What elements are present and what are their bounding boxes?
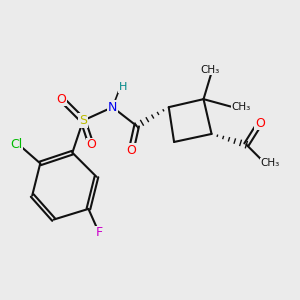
Text: O: O: [255, 117, 265, 130]
Text: S: S: [79, 114, 87, 127]
Text: N: N: [108, 101, 117, 114]
Text: CH₃: CH₃: [231, 102, 250, 112]
Text: F: F: [96, 226, 103, 239]
Text: O: O: [57, 93, 67, 106]
Text: H: H: [119, 82, 128, 92]
Text: O: O: [126, 143, 136, 157]
Text: Cl: Cl: [10, 138, 22, 151]
Text: CH₃: CH₃: [201, 65, 220, 75]
Text: O: O: [86, 138, 96, 151]
Text: CH₃: CH₃: [261, 158, 280, 168]
